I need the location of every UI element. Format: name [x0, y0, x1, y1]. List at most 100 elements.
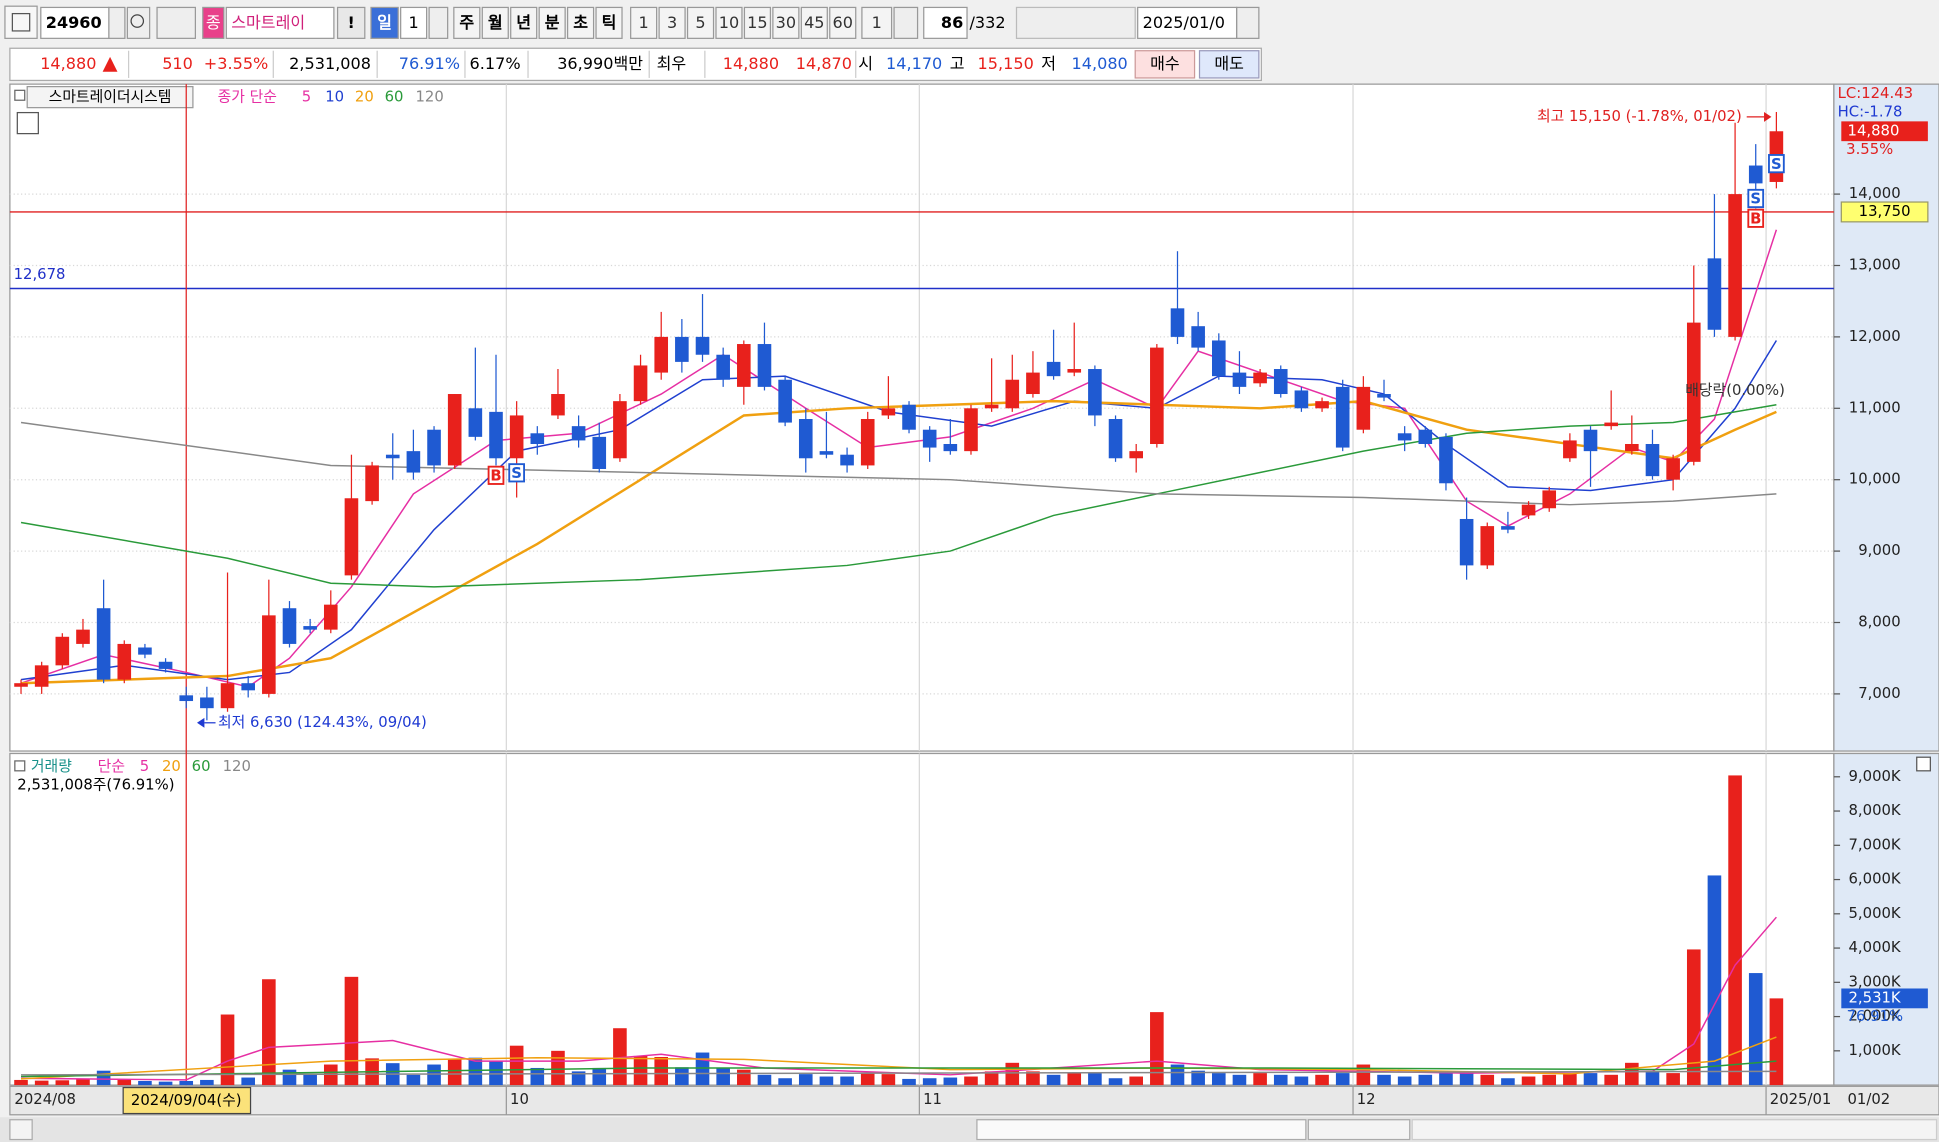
ma-legend: 10 — [325, 89, 344, 106]
candle-body — [179, 695, 194, 702]
moving-average — [20, 229, 1778, 688]
volume-bar — [241, 1077, 255, 1086]
toolbar-label: 24960 — [46, 13, 102, 32]
candle-body — [943, 443, 958, 452]
buy-button[interactable] — [1134, 50, 1196, 79]
volume-bar — [778, 1078, 792, 1086]
toolbar-button[interactable] — [336, 6, 366, 39]
volume-bar — [1067, 1073, 1082, 1086]
candle-body — [1108, 419, 1123, 459]
candle-body — [1748, 165, 1763, 184]
candle-body — [1150, 347, 1164, 444]
volume-bar — [592, 1067, 607, 1086]
toolbar-button[interactable] — [800, 6, 828, 39]
panel-close[interactable] — [1916, 756, 1931, 772]
candle-body — [1707, 258, 1722, 330]
playback-controls[interactable] — [1307, 1119, 1411, 1141]
toolbar-label: 3 — [667, 13, 677, 32]
volume-bar — [1088, 1073, 1102, 1086]
toolbar-button[interactable] — [202, 6, 225, 39]
indicator-label: 종가 단순 — [218, 89, 277, 106]
quote-value: 2,531,008 — [289, 54, 371, 73]
candle-body — [1294, 390, 1309, 409]
candle-body — [1356, 386, 1371, 430]
toolbar-button[interactable] — [772, 6, 800, 39]
sound-button[interactable] — [156, 6, 197, 39]
zoom-tools[interactable] — [1411, 1119, 1938, 1141]
current-price: 14,880 — [40, 54, 96, 73]
ma-legend: 60 — [385, 89, 404, 106]
toolbar-button[interactable] — [225, 6, 335, 39]
scroll-thumb[interactable] — [976, 1119, 1307, 1141]
cursor-badge — [122, 1086, 252, 1115]
signal-label: B — [490, 468, 501, 485]
y-tick-label: 3,000K — [1848, 973, 1901, 990]
search-button[interactable] — [126, 6, 151, 39]
toolbar-button[interactable] — [743, 6, 772, 39]
toolbar-button[interactable] — [923, 6, 968, 39]
candle-body — [881, 408, 896, 416]
sell-button[interactable] — [1198, 50, 1260, 79]
toolbar-button[interactable] — [538, 6, 566, 39]
tool-icons[interactable] — [1015, 6, 1136, 39]
signal-label: S — [1750, 191, 1761, 208]
candle-body — [1459, 518, 1474, 566]
y-tick-label: 11,000 — [1849, 399, 1901, 416]
volume-bar — [1108, 1078, 1123, 1086]
candle-body — [1026, 372, 1040, 395]
y-tick-label: 6,000K — [1848, 871, 1901, 888]
candle-body — [1377, 394, 1391, 398]
volume-bar — [468, 1057, 483, 1086]
candle-body — [716, 354, 730, 380]
toolbar-button[interactable] — [510, 6, 538, 39]
toolbar-button[interactable] — [715, 6, 743, 39]
calendar-button[interactable] — [1235, 6, 1260, 39]
volume-bar — [179, 1080, 194, 1086]
candle-body — [1666, 458, 1680, 480]
candle-body — [262, 615, 276, 694]
dropdown[interactable] — [428, 6, 449, 39]
volume-bar — [737, 1069, 751, 1086]
toolbar-button[interactable] — [658, 6, 686, 39]
scroll-left[interactable] — [9, 1119, 33, 1141]
buy-label: 매수 — [1150, 54, 1180, 73]
toolbar-button[interactable] — [40, 6, 110, 39]
x-tick-label: 11 — [923, 1091, 942, 1108]
candle-body — [1583, 429, 1598, 452]
volume-bar — [303, 1074, 317, 1086]
toolbar-button[interactable] — [829, 6, 857, 39]
volume-bar — [984, 1071, 999, 1086]
date-axis — [9, 1085, 1939, 1116]
indicator-label: 단순 — [98, 758, 125, 775]
toolbar-button[interactable] — [400, 6, 428, 39]
toolbar-button[interactable] — [566, 6, 595, 39]
toolbar-button[interactable] — [481, 6, 509, 39]
dropdown[interactable] — [108, 6, 126, 39]
toolbar-button[interactable] — [453, 6, 481, 39]
table-icon[interactable] — [16, 111, 39, 135]
toolbar-label: 10 — [719, 13, 739, 32]
panel-title[interactable]: 스마트레이더시스템 — [49, 89, 172, 106]
menu-icon[interactable] — [4, 5, 38, 39]
toolbar-button[interactable] — [370, 6, 399, 39]
dropdown[interactable] — [893, 6, 919, 39]
volume-bar — [1397, 1076, 1412, 1086]
toolbar-label: 1 — [639, 13, 649, 32]
system-box[interactable] — [26, 85, 194, 109]
volume-bar — [1005, 1062, 1020, 1086]
x-tick-label: 10 — [510, 1091, 529, 1108]
volume-bar — [427, 1064, 441, 1086]
signal-badge — [1747, 188, 1765, 209]
candle-body — [1253, 372, 1267, 384]
toolbar-button[interactable] — [1137, 6, 1238, 39]
annotation-arrowhead — [196, 717, 205, 728]
candle-body — [1067, 369, 1082, 373]
sell-label: 매도 — [1214, 54, 1244, 73]
candle-body — [158, 661, 173, 669]
toolbar-button[interactable] — [595, 6, 623, 39]
toolbar-button[interactable] — [630, 6, 658, 39]
toolbar-button[interactable] — [686, 6, 715, 39]
toolbar-button[interactable] — [861, 6, 893, 39]
volume-bar — [1335, 1073, 1350, 1086]
